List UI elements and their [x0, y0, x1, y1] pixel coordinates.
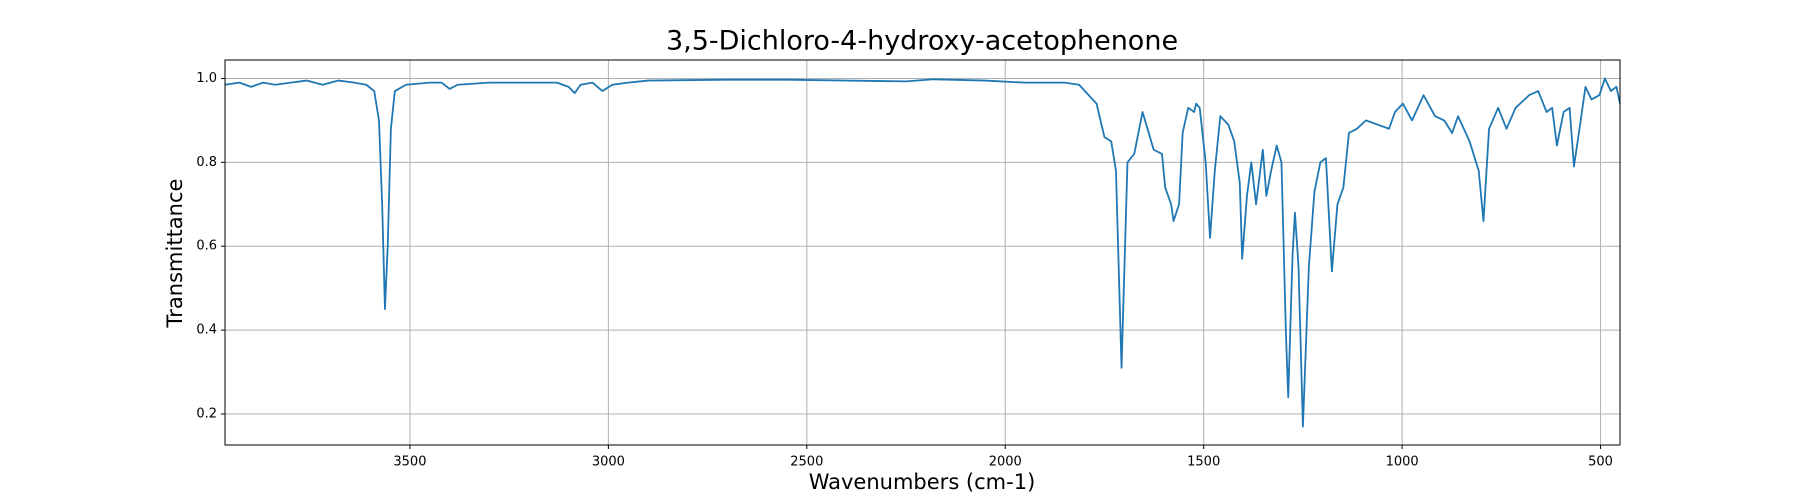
plot-frame: [224, 59, 1621, 446]
y-tick-label: 0.8: [196, 155, 217, 170]
x-tick-label: 2000: [989, 455, 1022, 470]
x-tick-label: 500: [1588, 455, 1613, 470]
y-tick-label: 0.4: [196, 323, 217, 338]
x-tick-label: 2500: [790, 455, 823, 470]
spectrum-line: [224, 77, 1621, 428]
x-tick-label: 1500: [1187, 455, 1220, 470]
x-axis-label: Wavenumbers (cm-1): [809, 470, 1036, 494]
y-axis-label: Transmittance: [163, 179, 187, 329]
y-tick-label: 1.0: [196, 71, 217, 86]
x-tick-label: 3500: [393, 455, 426, 470]
y-tick-label: 0.6: [196, 239, 217, 254]
x-tick-label: 3000: [592, 455, 625, 470]
x-tick-label: 1000: [1386, 455, 1419, 470]
y-tick-label: 0.2: [196, 406, 217, 421]
chart-title: 3,5-Dichloro-4-hydroxy-acetophenone: [666, 26, 1178, 57]
